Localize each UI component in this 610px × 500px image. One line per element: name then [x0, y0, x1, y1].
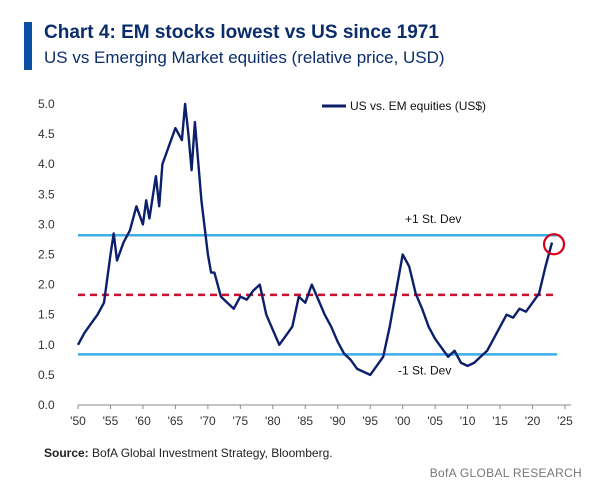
chart-title: Chart 4: EM stocks lowest vs US since 19…	[44, 22, 439, 43]
y-tick-label: 0.0	[38, 398, 55, 412]
plus-stdev-label: +1 St. Dev	[405, 212, 461, 226]
source-label: Source:	[44, 446, 89, 460]
legend-label: US vs. EM equities (US$)	[350, 99, 486, 113]
reference-lines	[78, 233, 557, 356]
x-tick-label: '10	[460, 414, 476, 428]
minus-stdev-label: -1 St. Dev	[398, 363, 451, 377]
y-tick-label: 4.0	[38, 157, 55, 171]
x-tick-label: '05	[427, 414, 443, 428]
source-note: Source: BofA Global Investment Strategy,…	[44, 446, 333, 460]
x-tick-label: '65	[168, 414, 184, 428]
x-axis: '50 '55 '60 '65 '70 '75 '80 '85 '90 '95 '00 '05 '10 '…	[70, 404, 573, 428]
y-axis: 0.0 0.5 1.0 1.5 2.0 2.5 3.0 3.5 4.0 4.5 5.0	[38, 97, 55, 412]
annotations: +1 St. Dev -1 St. Dev	[398, 212, 566, 377]
title-accent-bar	[24, 22, 32, 70]
y-tick-label: 4.5	[38, 127, 55, 141]
x-tick-label: '80	[265, 414, 281, 428]
y-tick-label: 5.0	[38, 97, 55, 111]
x-tick-label: '50	[70, 414, 86, 428]
series-line	[76, 102, 554, 377]
y-tick-label: 2.0	[38, 278, 55, 292]
x-tick-label: '70	[200, 414, 216, 428]
y-tick-label: 0.5	[38, 368, 55, 382]
latest-value-highlight	[542, 233, 566, 256]
y-tick-label: 1.0	[38, 338, 55, 352]
x-tick-label: '55	[103, 414, 119, 428]
y-tick-label: 3.5	[38, 187, 55, 201]
series-group	[76, 102, 554, 377]
y-tick-label: 1.5	[38, 308, 55, 322]
x-tick-label: '25	[557, 414, 573, 428]
y-tick-label: 3.0	[38, 217, 55, 231]
x-tick-label: '60	[135, 414, 151, 428]
source-text: BofA Global Investment Strategy, Bloombe…	[92, 446, 333, 460]
x-tick-label: '15	[492, 414, 508, 428]
x-tick-label: '95	[362, 414, 378, 428]
chart-subtitle: US vs Emerging Market equities (relative…	[44, 48, 445, 67]
legend: US vs. EM equities (US$)	[322, 99, 486, 113]
x-tick-label: '75	[233, 414, 249, 428]
brand-footer: BofA GLOBAL RESEARCH	[429, 466, 582, 480]
x-tick-label: '00	[395, 414, 411, 428]
x-tick-label: '20	[525, 414, 541, 428]
y-tick-label: 2.5	[38, 248, 55, 262]
x-tick-label: '85	[297, 414, 313, 428]
x-tick-label: '90	[330, 414, 346, 428]
